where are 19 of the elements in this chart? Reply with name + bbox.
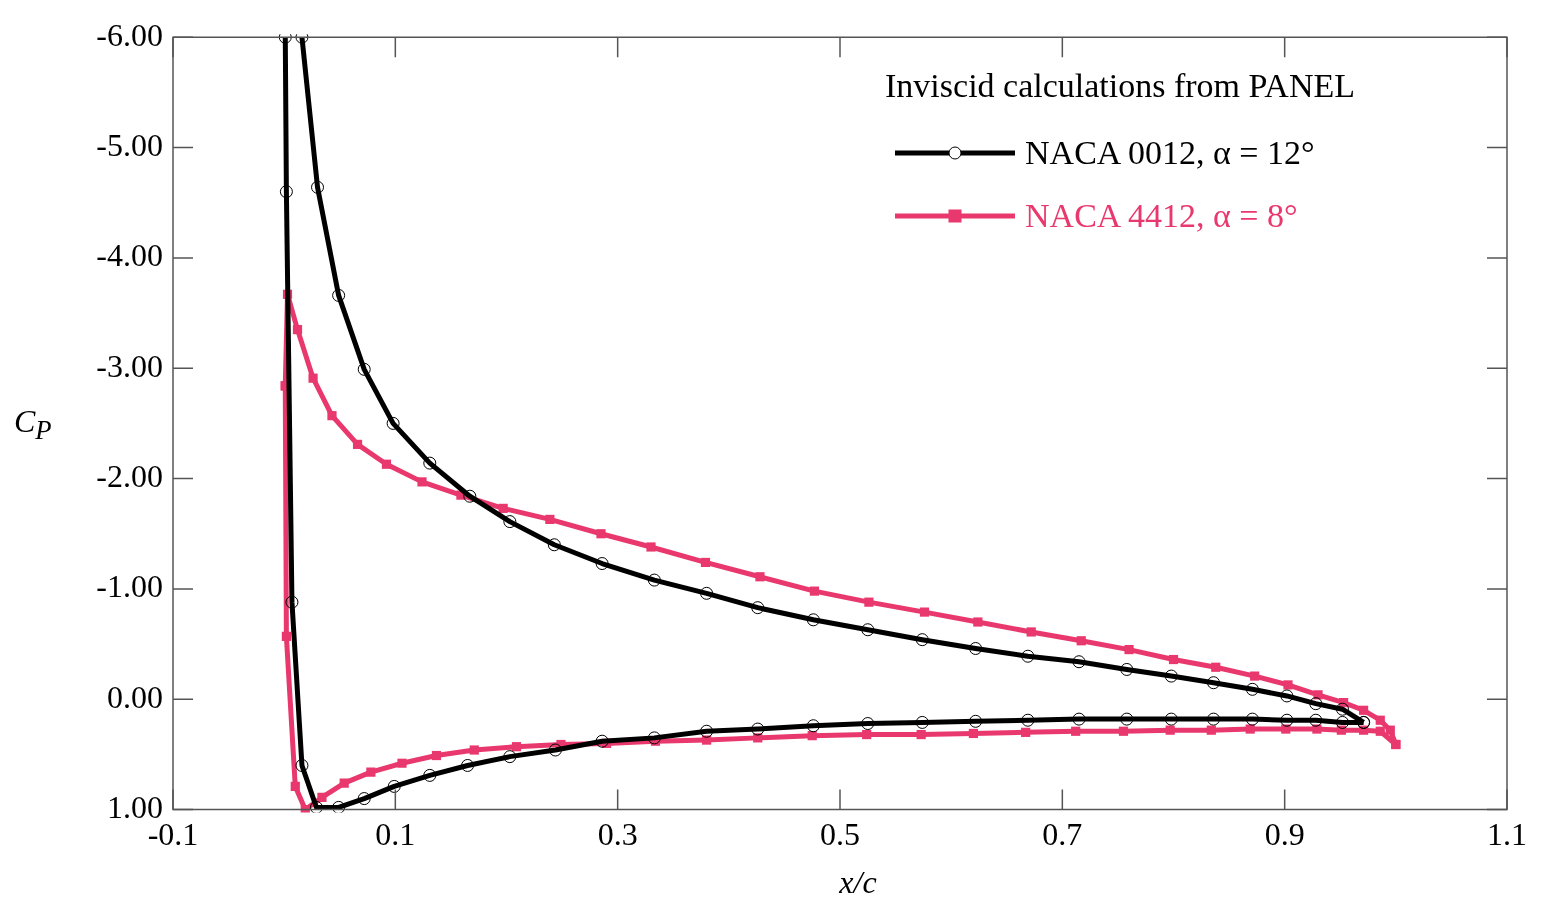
legend-label: NACA 4412, α = 8° (1025, 195, 1298, 236)
x-axis-title: x/c (838, 864, 878, 901)
y-tick-label: -6.00 (96, 16, 163, 53)
y-tick-label: 0.00 (107, 678, 163, 715)
y-tick-label: -2.00 (96, 457, 163, 494)
x-tick-label: 0.3 (597, 816, 638, 853)
y-axis-title: C$_{P}$ (14, 403, 52, 447)
legend-label: NACA 0012, α = 12° (1025, 132, 1315, 173)
y-tick-label: -5.00 (96, 126, 163, 163)
y-tick-label: -3.00 (96, 347, 163, 384)
legend-title: Inviscid calculations from PANEL (885, 66, 1355, 106)
x-tick-label: 0.7 (1042, 816, 1083, 853)
x-tick-label: 0.9 (1264, 816, 1305, 853)
x-tick-label: 0.1 (375, 816, 416, 853)
x-tick-label: 1.1 (1487, 816, 1527, 853)
y-tick-label: -4.00 (96, 237, 163, 274)
y-tick-label: 1.00 (107, 789, 163, 826)
x-tick-label: 0.5 (820, 816, 860, 853)
y-tick-label: -1.00 (96, 568, 163, 605)
